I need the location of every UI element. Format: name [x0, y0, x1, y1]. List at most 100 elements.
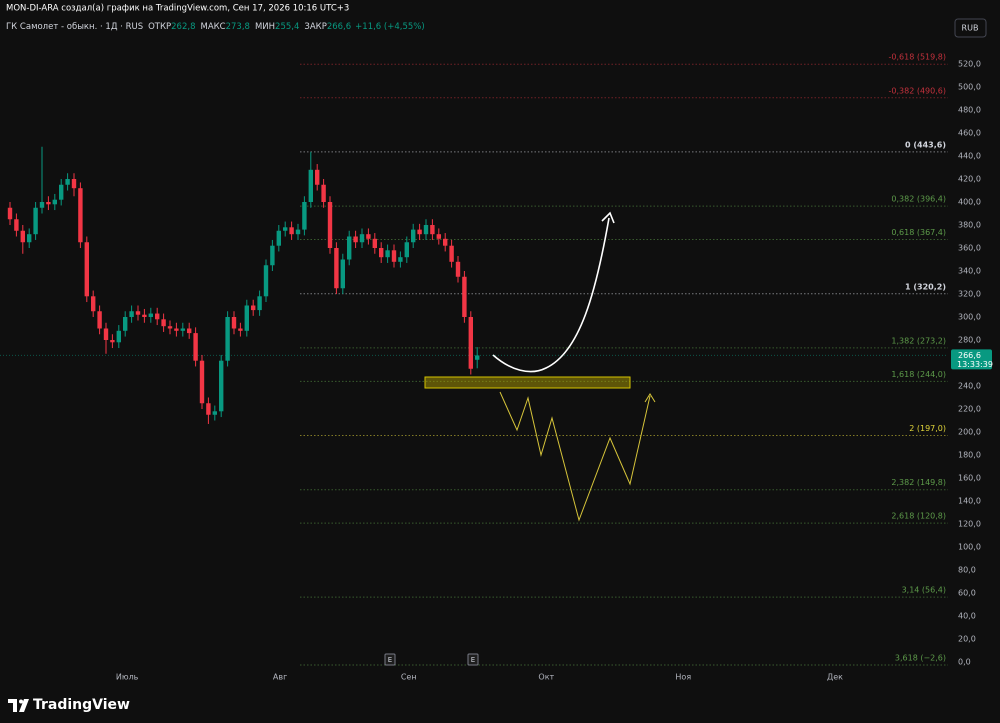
arrow-head: [601, 211, 615, 224]
y-tick-label: 360,0: [958, 244, 981, 253]
x-tick-label: Авг: [273, 673, 287, 682]
candle-body: [7, 207, 13, 220]
y-tick-label: 200,0: [958, 428, 981, 437]
candle-body: [263, 265, 269, 297]
y-tick-label: 160,0: [958, 474, 981, 483]
candle-body: [385, 250, 390, 258]
candle-body: [379, 248, 384, 258]
symbol-legend: ГК Самолет - обыкн. · 1Д · RUS ОТКР262,8 М…: [6, 22, 425, 32]
support-zone: [424, 376, 631, 389]
candle-body: [71, 179, 77, 189]
candle-body: [129, 311, 134, 318]
candle-body: [359, 234, 365, 243]
candle-body: [123, 317, 128, 331]
y-tick-label: 140,0: [958, 497, 981, 506]
legend-value: 255,4: [275, 22, 299, 32]
bearish-path: [499, 391, 651, 522]
legend-value: 262,8: [171, 22, 195, 32]
candle-body: [372, 238, 377, 249]
fib-label: 3,14 (56,4): [902, 586, 946, 595]
candle-body: [251, 305, 256, 311]
candle-body: [180, 328, 185, 331]
candle-body: [462, 276, 467, 318]
candle-body: [59, 184, 64, 200]
y-tick-label: 100,0: [958, 543, 981, 552]
currency-button[interactable]: [954, 18, 987, 38]
candle-body: [315, 169, 320, 185]
candle-body: [142, 314, 147, 318]
candle-body: [135, 311, 141, 315]
currency-label[interactable]: RUB: [962, 24, 979, 33]
candle-body: [199, 360, 205, 404]
y-tick-label: 500,0: [958, 83, 981, 92]
candle-body: [270, 245, 275, 266]
y-tick-label: 180,0: [958, 451, 981, 460]
candle-body: [161, 319, 166, 327]
candle-body: [353, 236, 358, 243]
y-tick-label: 60,0: [958, 589, 976, 598]
candle-body: [283, 227, 288, 231]
fib-label: 0,382 (396,4): [891, 195, 946, 204]
event-label: E: [388, 656, 392, 664]
x-tick-label: Июль: [116, 673, 139, 682]
y-tick-label: 460,0: [958, 129, 981, 138]
x-tick-label: Дек: [827, 673, 843, 682]
candle-body: [449, 245, 454, 262]
bullish-arrow: [492, 217, 610, 373]
y-tick-label: 380,0: [958, 221, 981, 230]
candle-body: [334, 248, 339, 289]
y-tick-label: 280,0: [958, 336, 981, 345]
brand: TradingView: [33, 697, 130, 713]
candle-body: [276, 230, 281, 246]
y-tick-label: 240,0: [958, 382, 981, 391]
legend-value: 273,8: [226, 22, 250, 32]
candle-body: [116, 330, 121, 343]
candle-body: [391, 250, 397, 262]
symbol: ГК Самолет - обыкн. · 1Д · RUS: [6, 22, 143, 32]
candle-body: [257, 296, 262, 311]
candle-body: [110, 340, 115, 343]
candle-body: [103, 328, 109, 341]
candle-body: [289, 227, 294, 235]
author-line: MON-DI-ARA создал(а) график на TradingVi…: [6, 4, 349, 14]
x-tick-label: Окт: [538, 673, 554, 682]
price-tag-value: 266,6: [958, 351, 981, 360]
candle-body: [225, 317, 230, 361]
fib-label: 0 (443,6): [905, 140, 946, 149]
candle-body: [187, 328, 192, 334]
y-tick-label: 40,0: [958, 612, 976, 621]
legend-value: 266,6: [327, 22, 351, 32]
candle-body: [244, 305, 249, 331]
fib-label: 2,618 (120,8): [891, 512, 946, 521]
legend-name: ОТКР: [148, 22, 171, 32]
legend-name: МАКС: [200, 22, 225, 32]
candle-body: [78, 188, 83, 243]
fib-label: 0,618 (367,4): [891, 228, 946, 237]
candle-body: [155, 313, 160, 320]
logo: [8, 699, 29, 712]
candle-body: [167, 326, 173, 329]
fib-label: 1,618 (244,0): [891, 370, 946, 379]
candle-body: [398, 257, 403, 262]
candle-body: [321, 184, 326, 203]
y-tick-label: 300,0: [958, 313, 981, 322]
candle-body: [436, 234, 441, 239]
candle-body: [366, 234, 371, 239]
y-tick-label: 220,0: [958, 405, 981, 414]
candle-body: [347, 236, 352, 260]
y-tick-label: 340,0: [958, 267, 981, 276]
y-tick-label: 0,0: [958, 658, 971, 667]
candle-body: [27, 234, 32, 243]
price-tag-countdown: 13:33:39: [957, 360, 993, 369]
arrow-head: [644, 393, 656, 403]
legend-name: МИН: [255, 22, 275, 32]
event-marker: [384, 653, 396, 666]
y-tick-label: 440,0: [958, 152, 981, 161]
candle-body: [430, 225, 435, 235]
candle-body: [340, 259, 345, 289]
candle-body: [455, 261, 461, 277]
candle-body: [302, 202, 307, 230]
y-tick-label: 420,0: [958, 175, 981, 184]
candle-body: [308, 169, 313, 203]
